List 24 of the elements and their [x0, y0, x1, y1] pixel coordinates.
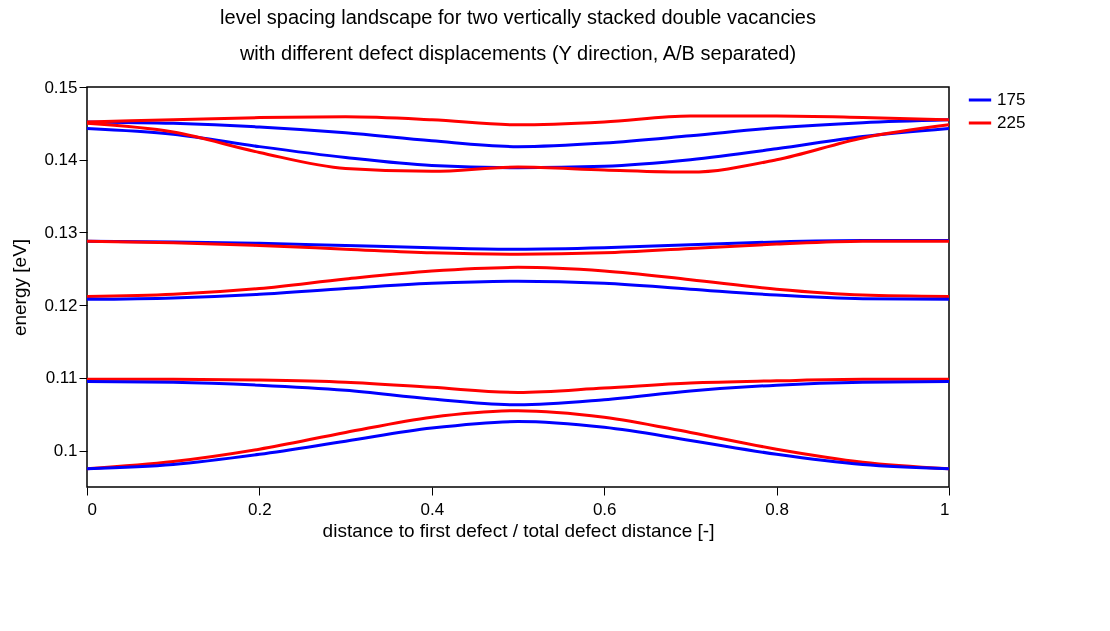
- y-tick-label: 0.15: [44, 77, 78, 97]
- y-tick-label: 0.13: [44, 222, 78, 242]
- x-tick-label: 1: [940, 499, 950, 519]
- legend-label: 175: [997, 90, 1026, 109]
- line-series: [87, 380, 949, 407]
- line-series: [87, 279, 949, 301]
- legend-label: 225: [997, 113, 1026, 132]
- x-tick-label: 0.8: [765, 499, 789, 519]
- y-tick-label: 0.14: [44, 150, 78, 170]
- chart-subtitle: with different defect displacements (Y direction, A/B separated): [238, 42, 797, 64]
- x-tick-label: 0.6: [592, 499, 617, 519]
- y-tick-label: 0.12: [44, 295, 78, 315]
- x-axis-title: distance to first defect / total defect distance [-]: [322, 519, 715, 541]
- y-tick-label: 0.11: [45, 368, 78, 388]
- line-series: [87, 420, 949, 471]
- line-series: [87, 265, 949, 298]
- chart-title: level spacing landscape for two vertically stacked double vacancies: [220, 6, 816, 28]
- y-tick-label: 0.1: [53, 441, 78, 461]
- x-tick-label: 0: [87, 499, 97, 519]
- line-series: [87, 239, 949, 256]
- x-tick-label: 0.4: [420, 499, 445, 519]
- line-series: [87, 377, 949, 394]
- y-axis-title: energy [eV]: [9, 238, 31, 337]
- x-tick-label: 0.2: [248, 499, 272, 519]
